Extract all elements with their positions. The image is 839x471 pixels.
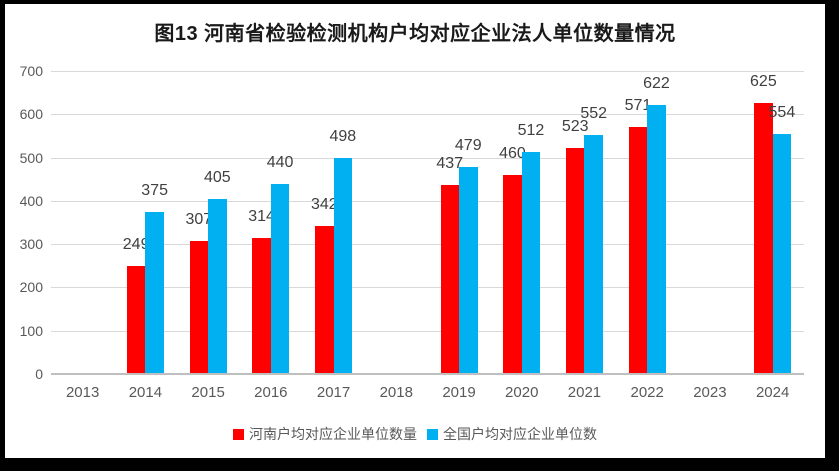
bar-henan-2022 — [628, 126, 648, 374]
x-axis-label-2019: 2019 — [442, 384, 476, 401]
x-axis-label-2024: 2024 — [755, 384, 790, 401]
chart-canvas: 图13 河南省检验检测机构户均对应企业法人单位数量情况 0 100 200 300 40… — [5, 4, 825, 458]
bar-value-national-2024: 554 — [768, 104, 796, 122]
bar-national-2016 — [270, 183, 290, 374]
legend-swatch-henan — [233, 428, 244, 440]
bar-value-henan-2014: 249 — [122, 236, 150, 254]
gridline-300 — [51, 244, 804, 246]
y-axis-label-500: 500 — [19, 149, 43, 166]
x-axis-label-2021: 2021 — [567, 384, 602, 401]
gridline-700 — [51, 71, 804, 72]
bar-national-2022 — [647, 104, 666, 374]
bar-national-2020 — [521, 152, 541, 374]
bar-henan-2016 — [252, 238, 271, 374]
bar-value-national-2015: 405 — [204, 168, 231, 186]
bar-henan-2019 — [440, 184, 459, 374]
y-axis-label-700: 700 — [19, 63, 43, 79]
x-axis-label-2023: 2023 — [693, 384, 727, 401]
x-axis-label-2020: 2020 — [505, 384, 539, 401]
bar-henan-2015 — [189, 241, 209, 374]
gridline-100 — [51, 330, 804, 332]
bar-value-national-2016: 440 — [266, 153, 294, 171]
legend-swatch-national — [427, 428, 438, 440]
y-axis-label-0: 0 — [35, 366, 43, 382]
bar-value-henan-2020: 460 — [499, 144, 526, 162]
gridline-600 — [51, 114, 804, 116]
bar-value-henan-2015: 307 — [185, 211, 213, 229]
chart-title: 图13 河南省检验检测机构户均对应企业法人单位数量情况 — [154, 23, 676, 45]
x-axis-line — [51, 373, 804, 375]
bar-value-national-2020: 512 — [517, 122, 545, 140]
bar-value-national-2021: 552 — [580, 105, 608, 123]
bar-value-national-2014: 375 — [141, 181, 168, 199]
bar-henan-2017 — [315, 225, 334, 374]
bar-national-2024 — [772, 134, 792, 374]
x-axis-label-2015: 2015 — [191, 384, 225, 401]
x-axis-label-2016: 2016 — [254, 384, 288, 401]
legend-label-henan: 河南户均对应企业单位数量 — [249, 426, 417, 442]
bar-national-2015 — [208, 198, 227, 374]
bar-value-henan-2024: 625 — [750, 73, 777, 91]
y-axis-label-200: 200 — [19, 279, 43, 296]
plot-area: 0 100 200 300 400 500 600 700 2013 2014 2015 2016 20… — [5, 4, 825, 458]
y-axis-label-100: 100 — [19, 322, 43, 339]
y-axis-label-400: 400 — [19, 192, 43, 209]
bar-national-2021 — [584, 135, 603, 374]
gridline-200 — [51, 287, 804, 289]
x-axis-label-2017: 2017 — [316, 384, 351, 401]
gridline-400 — [51, 200, 804, 202]
x-axis-label-2018: 2018 — [379, 384, 413, 401]
bar-value-henan-2016: 314 — [248, 208, 275, 226]
x-axis-label-2013: 2013 — [65, 384, 100, 401]
bar-value-henan-2017: 342 — [310, 195, 338, 213]
bar-value-national-2019: 479 — [454, 136, 482, 154]
bar-national-2017 — [333, 158, 353, 374]
legend-item-national: 全国户均对应企业单位数 — [427, 424, 597, 444]
legend: 河南户均对应企业单位数量 全国户均对应企业单位数 — [5, 425, 825, 443]
x-axis-label-2014: 2014 — [128, 384, 163, 401]
bar-henan-2021 — [565, 147, 585, 374]
gridline-500 — [51, 157, 804, 159]
bar-value-henan-2019: 437 — [436, 154, 464, 172]
y-axis-label-300: 300 — [19, 236, 43, 253]
legend-label-national: 全国户均对应企业单位数 — [443, 426, 597, 442]
bar-value-national-2022: 622 — [643, 74, 670, 92]
x-axis-label-2022: 2022 — [630, 384, 664, 401]
bar-henan-2024 — [754, 103, 773, 374]
bar-henan-2014 — [126, 266, 146, 374]
bar-value-henan-2022: 571 — [624, 96, 652, 114]
bar-national-2019 — [459, 166, 478, 374]
y-axis-label-600: 600 — [19, 106, 43, 123]
bar-national-2014 — [145, 211, 164, 374]
bar-henan-2020 — [503, 174, 522, 374]
bar-value-national-2017: 498 — [329, 128, 357, 146]
bar-value-henan-2021: 523 — [561, 117, 589, 135]
legend-item-henan: 河南户均对应企业单位数量 — [233, 424, 417, 444]
